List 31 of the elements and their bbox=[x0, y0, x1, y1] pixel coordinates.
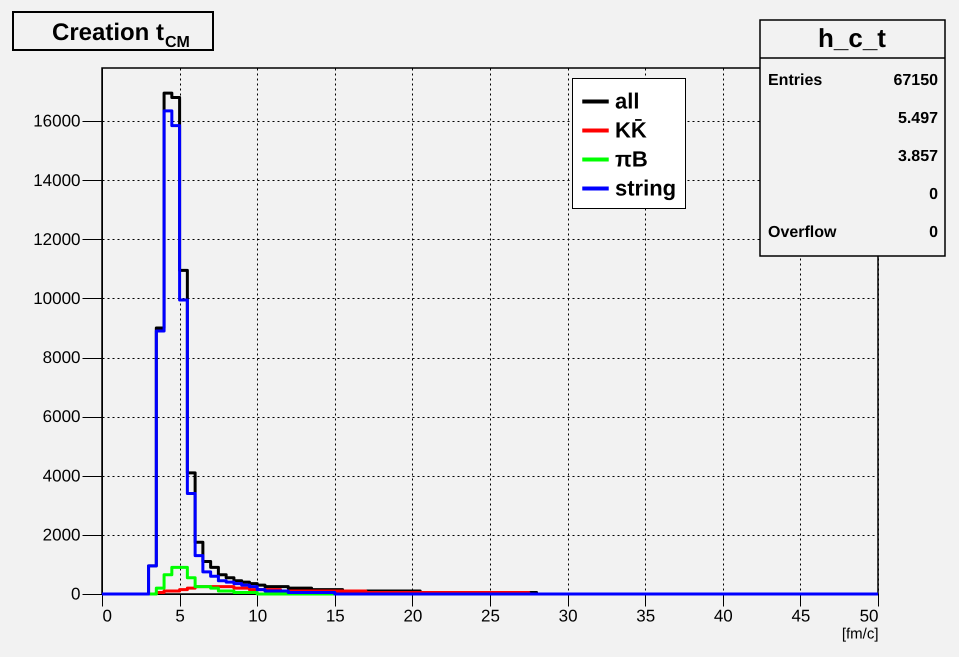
x-tick-label: 35 bbox=[636, 606, 656, 626]
x-tick-label: 5 bbox=[175, 606, 185, 626]
x-tick-label: 20 bbox=[403, 606, 422, 626]
text: 3.857 bbox=[898, 148, 938, 165]
y-tick-label: 4000 bbox=[42, 466, 80, 486]
legend-label: string bbox=[615, 176, 676, 200]
y-tick-label: 16000 bbox=[33, 112, 80, 131]
x-tick-label: 50 bbox=[860, 606, 878, 626]
x-tick-label: 45 bbox=[791, 606, 810, 626]
y-tick-label: 14000 bbox=[33, 170, 80, 190]
y-tick-label: 0 bbox=[71, 584, 80, 604]
x-tick-label: 30 bbox=[558, 606, 578, 626]
text: Entries 67150 bbox=[768, 72, 938, 89]
x-tick-label: 15 bbox=[326, 606, 345, 626]
legend-label: KK̄ bbox=[615, 118, 647, 142]
text: Overflow 0 bbox=[768, 224, 938, 241]
y-tick-label: 12000 bbox=[33, 230, 80, 249]
y-tick-label: 10000 bbox=[33, 288, 80, 308]
x-tick-label: 0 bbox=[102, 606, 112, 626]
legend-label: πB bbox=[615, 146, 648, 172]
y-tick-label: 8000 bbox=[42, 348, 80, 368]
legend-label: all bbox=[615, 88, 640, 114]
x-axis-title: [fm/c] bbox=[842, 626, 878, 642]
y-tick-label: 2000 bbox=[42, 525, 80, 544]
y-tick-label: 6000 bbox=[42, 407, 80, 426]
x-tick-label: 10 bbox=[248, 606, 268, 626]
x-tick-label: 40 bbox=[714, 606, 733, 626]
text: h_c_t bbox=[818, 23, 886, 53]
x-tick-label: 25 bbox=[481, 606, 500, 626]
text: 0 bbox=[929, 186, 938, 203]
text: 5.497 bbox=[898, 110, 938, 127]
